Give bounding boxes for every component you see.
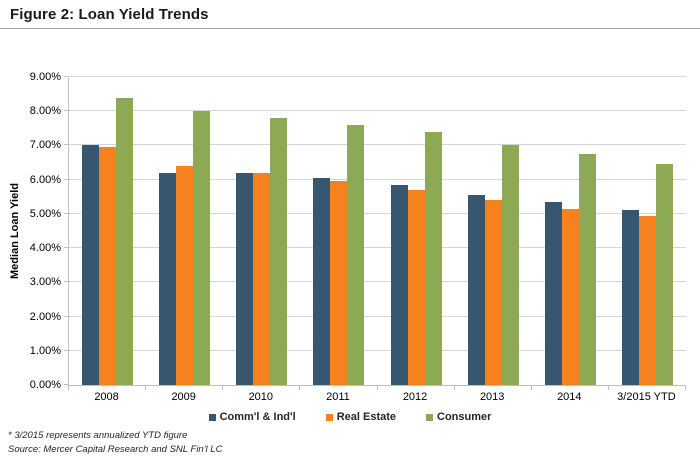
y-tick-mark [64, 315, 68, 317]
gridline [69, 349, 686, 351]
gridline [69, 110, 686, 112]
y-tick-label: 4.00% [29, 242, 61, 255]
y-tick-mark [64, 178, 68, 180]
gridline [69, 76, 686, 77]
bar-real-estate-3-2015-ytd [638, 215, 656, 385]
gridline [69, 178, 686, 180]
legend-item-consumer: Consumer [426, 411, 491, 423]
x-tick-label: 2010 [248, 391, 274, 403]
footnote-annualized: * 3/2015 represents annualized YTD figur… [8, 430, 188, 441]
y-tick-mark [64, 349, 68, 351]
x-tick-mark [530, 386, 532, 390]
y-tick-label: 8.00% [29, 105, 61, 118]
bar-real-estate-2009 [176, 165, 194, 385]
bar-group-2011 [300, 77, 377, 385]
y-tick-label: 0.00% [29, 379, 61, 391]
bar-group-2012 [378, 77, 455, 385]
y-tick-mark [64, 281, 68, 283]
title-divider [0, 28, 700, 29]
legend-item-real-estate: Real Estate [325, 411, 397, 423]
bars [69, 77, 686, 385]
y-tick-mark [64, 144, 68, 146]
y-tick-label: 2.00% [29, 310, 61, 323]
y-tick-mark [64, 212, 68, 214]
x-tick-label: 3/2015 YTD [617, 391, 676, 403]
figure-title: Figure 2: Loan Yield Trends [10, 6, 209, 23]
bar-comm-l-ind-l-2008 [82, 145, 100, 385]
x-tick-label: 2009 [171, 391, 196, 403]
bar-comm-l-ind-l-2013 [467, 195, 485, 385]
footnotes: * 3/2015 represents annualized YTD figur… [8, 429, 222, 457]
x-tick-mark [453, 386, 455, 390]
bar-comm-l-ind-l-2009 [159, 172, 177, 385]
y-tick-mark [64, 110, 68, 112]
legend-label: Consumer [437, 411, 492, 423]
bar-real-estate-2008 [99, 147, 117, 385]
y-tick-mark [64, 76, 68, 77]
y-tick-label: 5.00% [29, 207, 61, 220]
bar-comm-l-ind-l-3-2015-ytd [621, 210, 639, 385]
bar-consumer-2014 [578, 154, 596, 385]
legend-swatch-real-estate [325, 413, 333, 421]
bar-comm-l-ind-l-2011 [313, 177, 331, 385]
bar-group-3-2015-ytd [609, 77, 686, 385]
gridline [69, 281, 686, 283]
bar-comm-l-ind-l-2010 [236, 172, 254, 385]
bar-consumer-2012 [424, 131, 442, 385]
x-tick-mark [222, 386, 224, 390]
legend-label: Comm'l & Ind'l [219, 411, 296, 423]
gridline [69, 212, 686, 214]
x-axis-ticks [68, 386, 686, 390]
bar-real-estate-2013 [484, 200, 502, 385]
legend-item-comm-l-ind-l: Comm'l & Ind'l [208, 411, 296, 423]
bar-real-estate-2012 [407, 189, 425, 385]
bar-consumer-2008 [116, 97, 134, 385]
y-tick-mark [64, 247, 68, 249]
x-tick-label: 2013 [479, 391, 505, 403]
legend-label: Real Estate [336, 411, 397, 423]
y-tick-label: 9.00% [29, 71, 61, 83]
x-tick-mark [68, 386, 69, 390]
bar-consumer-2010 [270, 118, 288, 385]
bar-group-2013 [455, 77, 532, 385]
y-tick-label: 7.00% [29, 139, 61, 152]
x-tick-mark [607, 386, 609, 390]
bar-real-estate-2010 [253, 172, 271, 385]
bar-group-2010 [223, 77, 300, 385]
x-tick-label: 2014 [557, 391, 582, 403]
bar-comm-l-ind-l-2012 [390, 184, 408, 385]
bar-consumer-2013 [501, 145, 519, 385]
gridline [69, 144, 686, 146]
bar-consumer-2009 [193, 111, 211, 385]
bar-consumer-2011 [347, 124, 365, 385]
bar-group-2008 [69, 77, 146, 385]
x-tick-mark [685, 386, 686, 390]
bar-consumer-3-2015-ytd [655, 164, 673, 385]
legend: Comm'l & Ind'l Real Estate Consumer [0, 411, 700, 423]
legend-swatch-consumer [426, 413, 434, 421]
legend-swatch-comm-l-ind-l [208, 413, 216, 421]
x-tick-label: 2012 [402, 391, 428, 403]
y-axis-ticks: 0.00% 1.00% 2.00% 3.00% 4.00% 5.00% 6.00% 7.00%… [0, 71, 61, 391]
bar-real-estate-2011 [330, 181, 348, 385]
y-tick-label: 1.00% [29, 344, 61, 357]
x-tick-mark [145, 386, 147, 390]
bar-comm-l-ind-l-2014 [544, 201, 562, 385]
y-tick-label: 6.00% [29, 173, 61, 186]
footnote-source: Source: Mercer Capital Research and SNL … [8, 444, 223, 455]
bar-real-estate-2014 [561, 208, 579, 385]
gridline [69, 315, 686, 317]
bar-group-2014 [532, 77, 609, 385]
gridline [69, 247, 686, 249]
plot-area [64, 76, 686, 386]
x-tick-mark [299, 386, 301, 390]
x-tick-label: 2011 [326, 391, 350, 403]
x-tick-mark [376, 386, 378, 390]
x-tick-label: 2008 [94, 391, 119, 403]
bar-group-2009 [146, 77, 223, 385]
y-tick-label: 3.00% [29, 276, 61, 289]
x-axis-labels: 2008 2009 2010 2011 2012 2013 2014 3/2015 YTD [68, 391, 685, 403]
y-tick-mark [64, 384, 68, 385]
